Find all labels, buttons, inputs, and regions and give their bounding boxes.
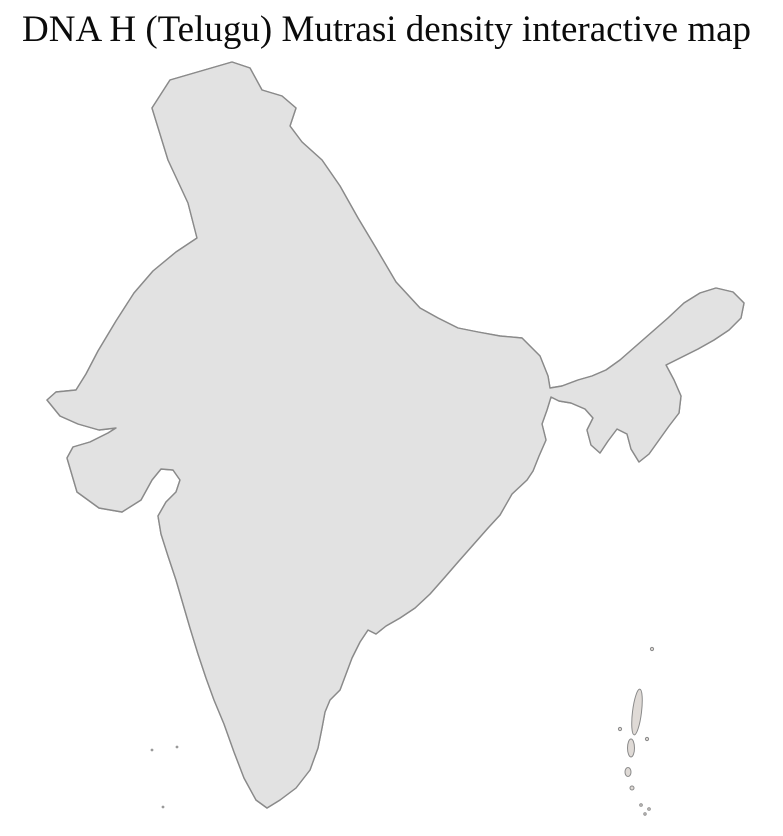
map-title: DNA H (Telugu) Mutrasi density interacti…	[22, 9, 752, 50]
lakshadweep-islands[interactable]	[150, 745, 179, 809]
andaman-nicobar-islands[interactable]	[617, 646, 655, 816]
